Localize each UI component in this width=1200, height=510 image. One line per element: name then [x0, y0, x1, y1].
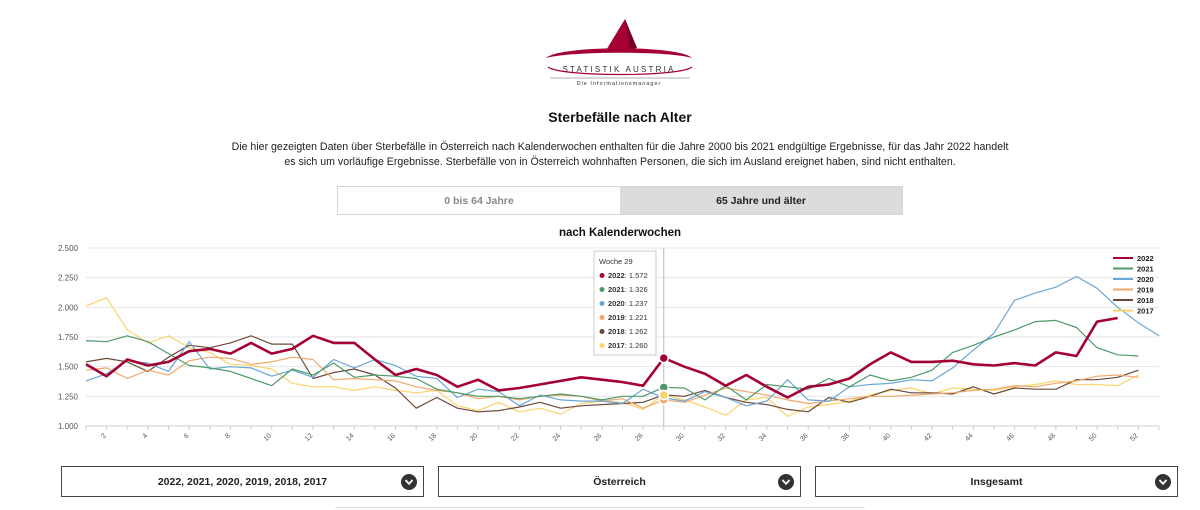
y-tick-label: 1.000	[58, 422, 79, 431]
x-tick-label: 14	[345, 432, 356, 443]
legend-label-2018: 2018	[1137, 296, 1154, 305]
chevron-down-icon	[401, 474, 417, 490]
x-tick-label: 52	[1129, 432, 1140, 443]
hover-marker-2022	[658, 352, 670, 364]
tooltip-row-2017: 2017: 1.260	[608, 341, 648, 350]
tooltip-dot-2018	[599, 329, 605, 334]
series-line-2020	[85, 275, 1160, 407]
y-tick-label: 2.000	[58, 303, 79, 312]
x-tick-label: 28	[634, 432, 645, 443]
series-line-2022	[85, 316, 1118, 399]
tooltip-row-2021: 2021: 1.326	[608, 285, 648, 294]
x-tick-label: 36	[799, 432, 810, 443]
tooltip-row-2020: 2020: 1.237	[608, 299, 648, 308]
x-tick-label: 20	[469, 432, 480, 443]
x-tick-label: 4	[142, 432, 150, 440]
intro-text: Die hier gezeigten Daten über Sterbefäll…	[231, 141, 1009, 168]
tooltip-dot-2019	[599, 315, 605, 320]
chart-series	[85, 275, 1160, 418]
age-tabs: 0 bis 64 Jahre 65 Jahre und älter	[337, 186, 903, 215]
logo-text: STATISTIK AUSTRIA	[562, 65, 675, 74]
series-line-2019	[85, 356, 1139, 409]
region-select[interactable]: Österreich	[438, 466, 801, 497]
years-select[interactable]: 2022, 2021, 2020, 2019, 2018, 2017	[61, 466, 424, 497]
legend-label-2020: 2020	[1137, 275, 1154, 284]
y-tick-label: 1.750	[58, 333, 79, 342]
x-tick-label: 48	[1047, 432, 1058, 443]
tab-65-plus[interactable]: 65 Jahre und älter	[620, 187, 902, 214]
x-tick-label: 46	[1006, 432, 1017, 443]
deaths-line-chart: nach Kalenderwochen 1.000 1.250 1.500 1.750…	[58, 227, 1160, 443]
sex-select[interactable]: Insgesamt	[815, 466, 1178, 497]
y-tick-label: 1.500	[58, 363, 79, 372]
x-tick-label: 24	[552, 432, 563, 443]
x-tick-label: 50	[1088, 432, 1099, 443]
divider	[335, 507, 865, 508]
tooltip-row-2022: 2022: 1.572	[608, 271, 648, 280]
tooltip-row-2018: 2018: 1.262	[608, 327, 648, 336]
tooltip-header: Woche 29	[599, 257, 633, 266]
legend-label-2017: 2017	[1137, 307, 1154, 316]
x-tick-label: 34	[758, 432, 769, 443]
x-tick-label: 18	[428, 432, 439, 443]
statistik-austria-logo: STATISTIK AUSTRIA Die Informationsmanage…	[540, 15, 700, 87]
x-tick-label: 6	[183, 432, 191, 440]
x-tick-label: 12	[304, 432, 315, 443]
y-tick-label: 2.500	[58, 244, 79, 253]
legend-label-2022: 2022	[1137, 254, 1154, 263]
x-tick-label: 26	[593, 432, 604, 443]
logo-tagline: Die Informationsmanager	[577, 81, 662, 87]
x-tick-label: 30	[675, 432, 686, 443]
series-line-2021	[85, 319, 1139, 401]
x-tick-label: 38	[840, 432, 851, 443]
x-tick-label: 22	[510, 432, 521, 443]
series-line-2018	[85, 335, 1139, 413]
chevron-down-icon	[1155, 474, 1171, 490]
y-axis: 1.000 1.250 1.500 1.750 2.000 2.250 2.500	[58, 244, 79, 431]
chevron-down-icon	[778, 474, 794, 490]
x-axis: 2 4 6 8 10 12 14 16 18 20 22 24 26 28 30 32 34 36 38 40 42 44…	[85, 425, 1160, 443]
tooltip-dot-2020	[599, 301, 605, 306]
tooltip-dot-2021	[599, 287, 605, 292]
hover-marker-2017	[658, 389, 670, 401]
hover-markers	[658, 352, 670, 406]
x-tick-label: 2	[100, 432, 108, 440]
x-tick-label: 42	[923, 432, 934, 443]
page-title: Sterbefälle nach Alter	[548, 109, 692, 125]
x-tick-label: 44	[964, 432, 975, 443]
x-tick-label: 8	[224, 432, 232, 440]
tooltip-dot-2022	[599, 273, 605, 278]
legend-label-2019: 2019	[1137, 286, 1154, 295]
tab-0-64[interactable]: 0 bis 64 Jahre	[338, 187, 620, 214]
y-tick-label: 2.250	[58, 274, 79, 283]
years-select-value: 2022, 2021, 2020, 2019, 2018, 2017	[157, 475, 328, 488]
tooltip-dot-2017	[599, 343, 605, 348]
x-tick-label: 32	[717, 432, 728, 443]
x-tick-label: 40	[882, 432, 893, 443]
legend-label-2021: 2021	[1137, 265, 1154, 274]
tooltip-row-2019: 2019: 1.221	[608, 313, 648, 322]
x-tick-label: 10	[263, 432, 274, 443]
chart-title: nach Kalenderwochen	[559, 227, 681, 239]
region-select-value: Österreich	[593, 475, 646, 488]
sex-select-value: Insgesamt	[970, 475, 1023, 488]
y-tick-label: 1.250	[58, 392, 79, 401]
tooltip: Woche 29 2022: 1.572 2021: 1.326 2020: 1.23…	[593, 250, 657, 356]
x-tick-label: 16	[386, 432, 397, 443]
